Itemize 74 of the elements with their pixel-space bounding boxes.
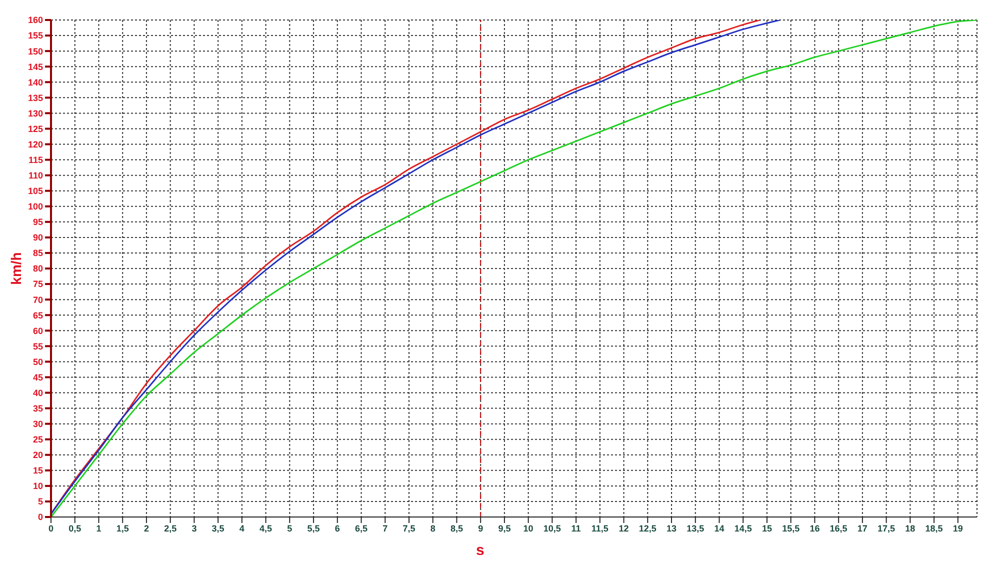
y-tick-label: 0 xyxy=(38,512,43,522)
y-tick-label: 145 xyxy=(28,62,43,72)
y-tick-label: 110 xyxy=(28,170,43,181)
y-tick-label: 80 xyxy=(32,264,43,274)
x-tick-label: 4 xyxy=(239,523,244,534)
x-tick-label: 16 xyxy=(810,523,820,534)
x-tick-label: 6,5 xyxy=(355,523,368,534)
y-tick-label: 30 xyxy=(32,419,43,430)
x-tick-label: 11,5 xyxy=(591,523,608,534)
y-tick-label: 75 xyxy=(32,279,43,290)
y-tick-label: 160 xyxy=(28,15,43,26)
x-tick-label: 17,5 xyxy=(878,523,896,534)
y-tick-label: 90 xyxy=(32,232,43,243)
y-tick-label: 150 xyxy=(28,46,43,56)
y-tick-label: 35 xyxy=(32,403,43,414)
y-tick-label: 5 xyxy=(38,496,43,507)
x-tick-label: 17 xyxy=(857,523,868,534)
y-tick-label: 40 xyxy=(32,388,43,398)
x-tick-label: 8,5 xyxy=(450,523,463,534)
x-tick-label: 1 xyxy=(96,523,102,534)
x-tick-label: 12 xyxy=(618,523,629,534)
y-tick-label: 155 xyxy=(28,30,43,41)
x-tick-label: 18 xyxy=(905,523,916,534)
x-tick-label: 8 xyxy=(430,523,436,534)
y-tick-label: 105 xyxy=(28,186,43,196)
y-tick-label: 50 xyxy=(32,356,43,367)
y-tick-label: 55 xyxy=(32,341,43,352)
x-tick-label: 7 xyxy=(382,523,388,534)
y-tick-label: 25 xyxy=(32,434,43,445)
x-tick-label: 9 xyxy=(478,523,484,534)
y-tick-label: 60 xyxy=(32,326,43,336)
x-tick-label: 3 xyxy=(192,523,197,534)
x-tick-label: 7,5 xyxy=(402,523,416,534)
x-tick-label: 13,5 xyxy=(686,523,704,534)
x-tick-label: 5,5 xyxy=(307,523,320,534)
y-tick-label: 120 xyxy=(28,139,43,150)
x-tick-label: 2 xyxy=(144,523,149,534)
y-tick-label: 140 xyxy=(28,77,43,88)
x-tick-label: 2,5 xyxy=(164,523,177,534)
x-tick-label: 10,5 xyxy=(543,523,561,534)
x-tick-label: 16,5 xyxy=(830,523,848,534)
x-tick-label: 4,5 xyxy=(260,523,272,534)
x-tick-label: 13 xyxy=(666,523,677,534)
x-tick-label: 6 xyxy=(334,523,340,534)
x-tick-label: 11 xyxy=(571,523,581,534)
y-tick-label: 135 xyxy=(28,92,43,103)
x-tick-label: 5 xyxy=(287,523,292,534)
x-tick-label: 14,5 xyxy=(734,523,752,534)
y-tick-label: 100 xyxy=(28,202,43,212)
y-axis-title: km/h xyxy=(8,252,24,285)
x-tick-label: 3,5 xyxy=(212,523,224,534)
x-tick-label: 15,5 xyxy=(782,523,800,534)
y-tick-label: 15 xyxy=(32,466,43,476)
x-tick-label: 15 xyxy=(762,523,772,534)
x-tick-label: 19 xyxy=(952,523,963,534)
y-tick-label: 85 xyxy=(32,248,43,258)
x-axis-title: s xyxy=(476,542,484,559)
x-tick-label: 18,5 xyxy=(925,523,943,534)
y-tick-label: 130 xyxy=(28,108,43,118)
y-tick-label: 10 xyxy=(32,481,43,492)
y-tick-label: 70 xyxy=(32,294,43,305)
x-tick-label: 10 xyxy=(523,523,534,534)
y-tick-label: 65 xyxy=(32,310,43,320)
y-tick-label: 115 xyxy=(28,154,43,165)
y-tick-label: 20 xyxy=(32,450,43,460)
x-tick-label: 0 xyxy=(48,523,54,534)
x-tick-label: 0,5 xyxy=(68,523,82,534)
x-tick-label: 12,5 xyxy=(638,523,656,534)
x-tick-label: 14 xyxy=(714,523,724,534)
y-tick-label: 125 xyxy=(28,124,43,134)
x-tick-label: 9,5 xyxy=(498,523,511,534)
y-tick-label: 95 xyxy=(32,217,43,228)
y-tick-label: 45 xyxy=(32,372,43,382)
x-tick-label: 1,5 xyxy=(116,523,129,534)
